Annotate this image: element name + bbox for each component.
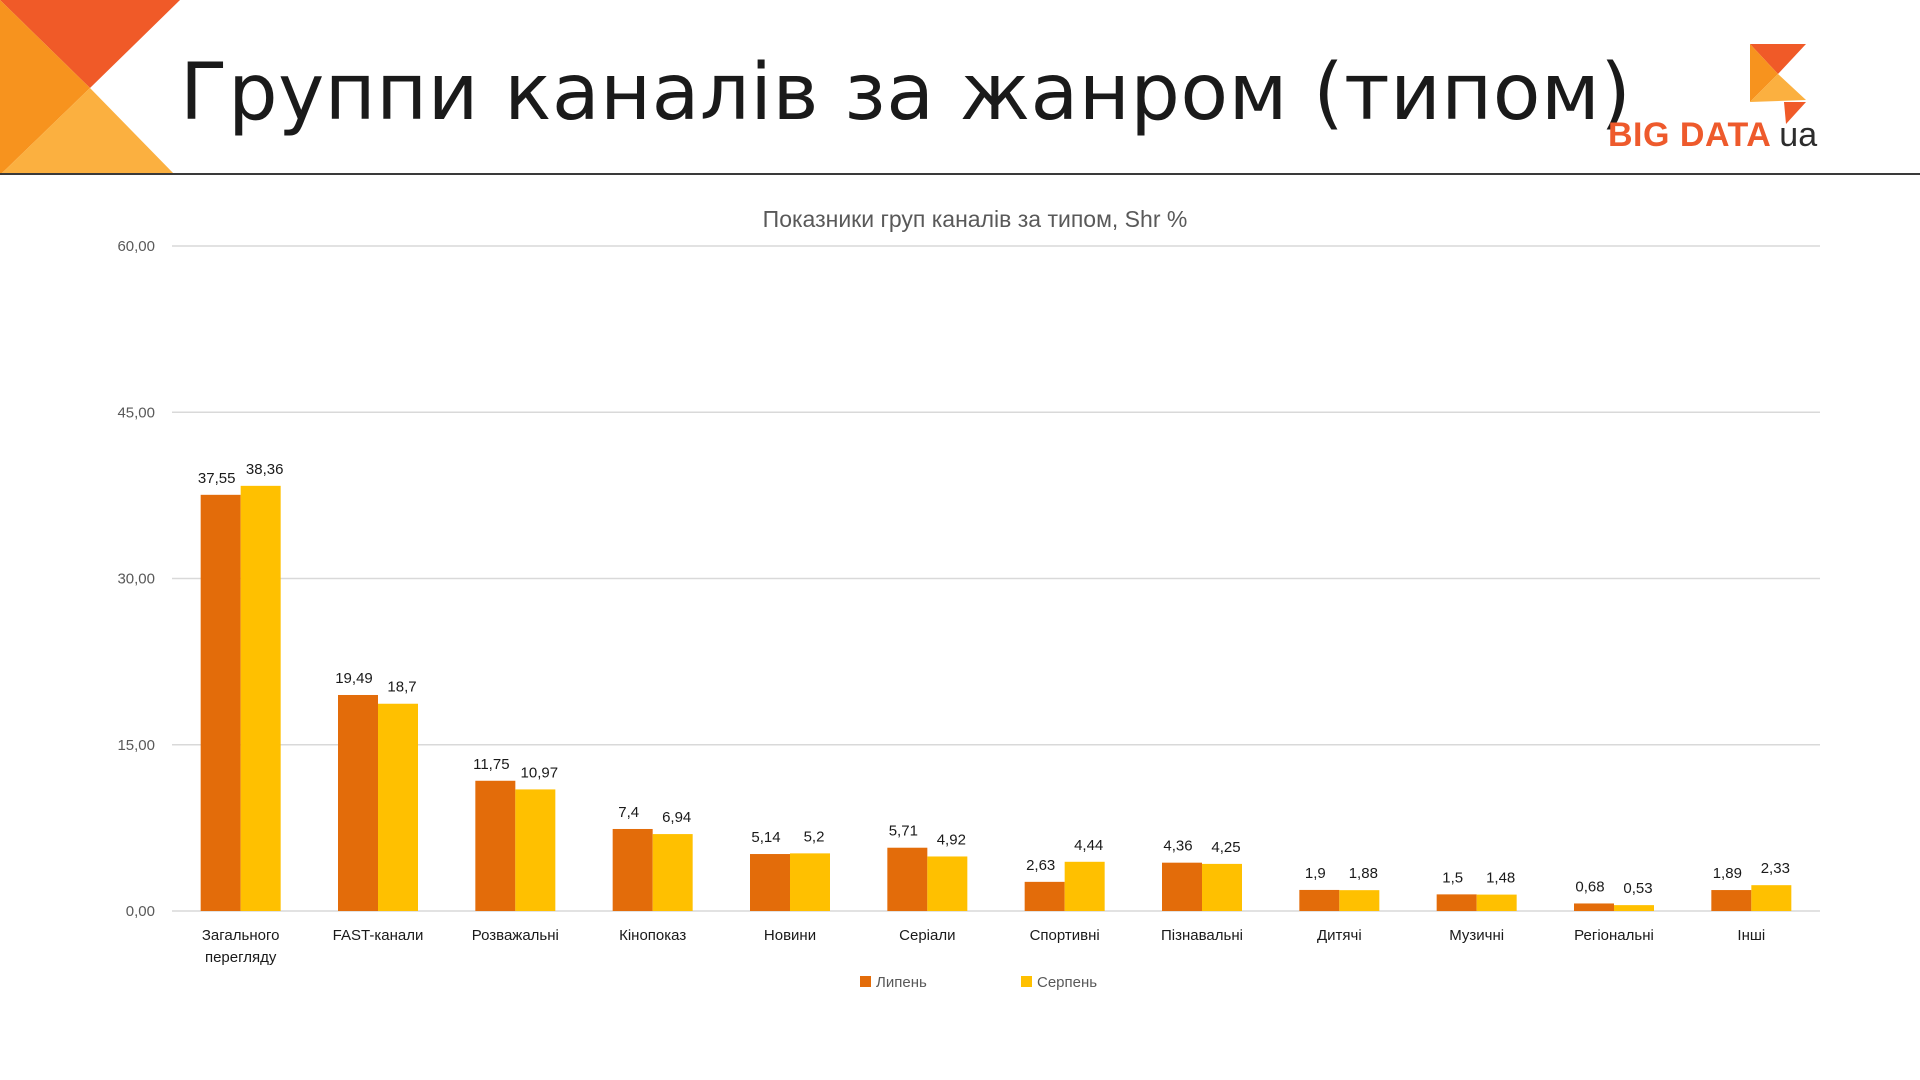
bar-august bbox=[1064, 861, 1105, 911]
bar-july bbox=[1024, 881, 1065, 911]
category-label: Кінопоказ bbox=[619, 927, 686, 944]
gridlines bbox=[172, 245, 1820, 912]
data-label-july: 1,9 bbox=[1305, 865, 1326, 882]
bar-august bbox=[927, 856, 968, 911]
bar-chart: Показники груп каналів за типом, Shr % 0… bbox=[117, 206, 1820, 991]
brand-logo: BIG DATA ua bbox=[1600, 44, 1830, 164]
bar-july bbox=[1299, 889, 1340, 911]
y-tick-label: 15,00 bbox=[117, 737, 155, 754]
data-label-july: 0,68 bbox=[1575, 878, 1604, 895]
y-tick-label: 45,00 bbox=[117, 404, 155, 421]
data-label-august: 38,36 bbox=[246, 461, 284, 478]
category-label: Спортивні bbox=[1030, 927, 1100, 944]
logo-text: BIG DATA ua bbox=[1608, 116, 1817, 155]
bar-august bbox=[1476, 894, 1517, 911]
slide-title: Группи каналів за жанром (типом) bbox=[180, 48, 1632, 138]
data-label-august: 0,53 bbox=[1623, 880, 1652, 897]
data-label-august: 5,2 bbox=[804, 828, 825, 845]
bar-august bbox=[1339, 890, 1380, 911]
data-label-july: 5,14 bbox=[751, 829, 780, 846]
bar-july bbox=[475, 780, 516, 911]
x-axis-categories: Загального перегляду FAST-канали Розважальн… bbox=[202, 927, 1765, 966]
bar-july bbox=[887, 847, 928, 911]
y-tick-label: 0,00 bbox=[126, 903, 155, 920]
bar-july bbox=[200, 494, 241, 911]
y-tick-label: 60,00 bbox=[117, 238, 155, 255]
legend-swatch-august bbox=[1021, 976, 1032, 987]
bar-august bbox=[1202, 863, 1242, 911]
data-label-july: 37,55 bbox=[198, 470, 236, 487]
bar-july bbox=[338, 694, 378, 911]
data-label-august: 1,48 bbox=[1486, 870, 1515, 887]
data-label-august: 18,7 bbox=[387, 679, 416, 696]
bar-july bbox=[1711, 890, 1752, 911]
data-label-july: 7,4 bbox=[618, 804, 639, 821]
legend: Липень Серпень bbox=[860, 974, 1097, 991]
category-label: Пізнавальні bbox=[1161, 927, 1243, 944]
category-label: Новини bbox=[764, 927, 816, 944]
data-label-august: 4,44 bbox=[1074, 837, 1103, 854]
y-axis-ticks: 0,00 15,00 30,00 45,00 60,00 bbox=[117, 238, 155, 920]
legend-label-august: Серпень bbox=[1037, 974, 1097, 991]
category-label: Музичні bbox=[1449, 927, 1504, 944]
bar-august bbox=[378, 703, 418, 911]
data-labels: 37,55 38,36 19,49 18,7 11,75 10,97 7,4 6,94 5,14… bbox=[198, 461, 1790, 897]
data-label-july: 4,36 bbox=[1163, 838, 1192, 855]
category-label: FAST-канали bbox=[333, 927, 424, 944]
data-label-august: 10,97 bbox=[521, 764, 559, 781]
logo-text-suffix: ua bbox=[1779, 116, 1818, 154]
logo-text-main: BIG DATA bbox=[1608, 116, 1772, 154]
legend-label-july: Липень bbox=[876, 974, 927, 991]
data-label-july: 1,89 bbox=[1713, 865, 1742, 882]
bars bbox=[200, 485, 1792, 911]
bar-august bbox=[515, 789, 556, 911]
data-label-august: 4,25 bbox=[1211, 839, 1240, 856]
bar-august bbox=[652, 834, 693, 911]
corner-decoration bbox=[0, 0, 180, 175]
category-label: Серіали bbox=[899, 927, 955, 944]
data-label-august: 2,33 bbox=[1761, 860, 1790, 877]
data-label-august: 6,94 bbox=[662, 809, 691, 826]
data-label-july: 19,49 bbox=[335, 670, 373, 687]
category-label: Регіональні bbox=[1574, 927, 1654, 944]
logo-mark-icon bbox=[1750, 44, 1806, 124]
data-label-july: 2,63 bbox=[1026, 857, 1055, 874]
chart-title: Показники груп каналів за типом, Shr % bbox=[763, 206, 1188, 232]
data-label-august: 4,92 bbox=[937, 831, 966, 848]
bar-august bbox=[240, 485, 281, 911]
data-label-august: 1,88 bbox=[1349, 865, 1378, 882]
category-label: Інші bbox=[1737, 927, 1765, 944]
bar-august bbox=[790, 853, 830, 911]
data-label-july: 1,5 bbox=[1442, 869, 1463, 886]
bar-july bbox=[750, 854, 790, 911]
category-label: Розважальні bbox=[472, 927, 559, 944]
header-divider bbox=[0, 173, 1920, 175]
bar-july bbox=[1436, 894, 1477, 911]
category-label: Дитячі bbox=[1317, 927, 1362, 944]
data-label-july: 5,71 bbox=[889, 823, 918, 840]
category-label: перегляду bbox=[205, 949, 277, 966]
bar-july bbox=[1162, 862, 1202, 911]
legend-swatch-july bbox=[860, 976, 871, 987]
category-label: Загального bbox=[202, 927, 280, 944]
bar-july bbox=[612, 828, 653, 911]
bar-august bbox=[1614, 905, 1654, 911]
data-label-july: 11,75 bbox=[473, 756, 509, 773]
bar-july bbox=[1574, 903, 1614, 911]
y-tick-label: 30,00 bbox=[117, 571, 155, 588]
bar-august bbox=[1751, 885, 1792, 911]
